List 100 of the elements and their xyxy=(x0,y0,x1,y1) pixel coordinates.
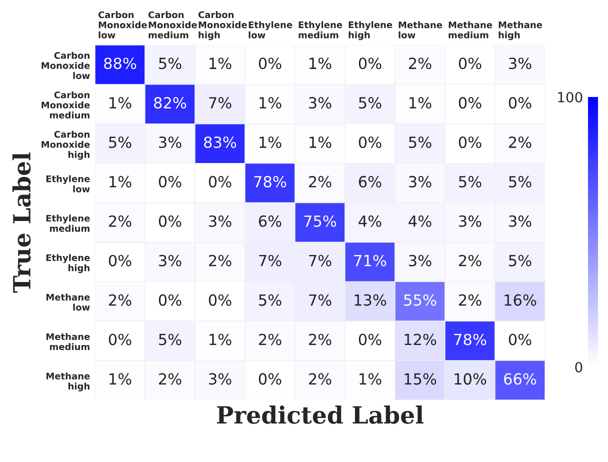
data-label: 1% xyxy=(260,136,282,148)
data-label: 7% xyxy=(309,294,332,306)
data-label: 2% xyxy=(209,254,232,266)
data-label: 12% xyxy=(404,334,436,346)
data-label: 5% xyxy=(509,254,532,266)
data-label: 71% xyxy=(354,254,386,266)
data-label: 0% xyxy=(458,58,482,70)
data-label: 1% xyxy=(110,373,132,385)
data-label: 2% xyxy=(459,254,482,266)
data-label: 2% xyxy=(309,373,332,385)
x-tick-label: Methane high xyxy=(498,21,542,40)
data-label: 3% xyxy=(459,215,482,227)
color-bar-label: 100 xyxy=(558,92,582,102)
data-label: 15% xyxy=(404,373,436,385)
data-label: 0% xyxy=(208,176,232,188)
color-bar-label: 0 xyxy=(575,362,582,372)
data-label: 2% xyxy=(509,136,532,148)
data-label: 0% xyxy=(158,294,182,306)
x-tick-label: Carbon Monoxide low xyxy=(98,11,147,38)
x-tick-label: Carbon Monoxide high xyxy=(198,11,247,40)
data-label: 0% xyxy=(258,58,282,70)
data-label: 55% xyxy=(404,294,436,306)
data-label: 66% xyxy=(504,373,536,385)
data-label: 6% xyxy=(258,215,282,227)
data-label: 3% xyxy=(159,136,182,148)
data-label: 83% xyxy=(204,136,236,148)
data-label: 16% xyxy=(504,294,536,306)
data-label: 7% xyxy=(259,254,282,266)
y-tick-label: Ethylene high xyxy=(46,254,90,274)
x-tick-label: Methane low xyxy=(398,21,442,38)
data-label: 1% xyxy=(310,136,332,148)
data-label: 5% xyxy=(259,294,282,306)
data-label: 0% xyxy=(458,136,482,148)
data-label: 1% xyxy=(110,176,132,188)
data-label: 0% xyxy=(358,58,382,70)
data-label: 0% xyxy=(508,334,532,346)
data-label: 4% xyxy=(408,215,432,227)
data-label: 1% xyxy=(210,58,232,70)
x-tick-label: Ethylene high xyxy=(348,21,392,40)
data-label: 1% xyxy=(360,373,382,385)
data-label: 0% xyxy=(158,176,182,188)
data-label: 7% xyxy=(209,97,232,109)
data-label: 10% xyxy=(454,373,486,385)
data-label: 3% xyxy=(409,254,432,266)
data-label: 3% xyxy=(509,215,532,227)
data-label: 6% xyxy=(358,176,382,188)
data-label: 2% xyxy=(259,334,282,346)
data-label: 75% xyxy=(304,215,336,227)
data-label: 5% xyxy=(109,136,132,148)
data-label: 5% xyxy=(509,176,532,188)
data-label: 4% xyxy=(358,215,382,227)
data-label: 1% xyxy=(260,97,282,109)
data-label: 3% xyxy=(409,176,432,188)
x-tick-label: Methane medium xyxy=(448,21,492,38)
data-label: 5% xyxy=(409,136,432,148)
x-tick-label: Carbon Monoxide medium xyxy=(148,11,197,38)
data-label: 0% xyxy=(158,215,182,227)
data-label: 82% xyxy=(154,97,186,109)
data-label: 0% xyxy=(108,254,132,266)
data-label: 1% xyxy=(410,97,432,109)
data-label: 0% xyxy=(358,334,382,346)
y-tick-label: Methane low xyxy=(46,294,90,311)
y-tick-label: Carbon Monoxide high xyxy=(42,130,90,160)
data-label: 2% xyxy=(159,373,182,385)
data-label: 2% xyxy=(109,294,132,306)
data-label: 1% xyxy=(310,58,332,70)
x-tick-label: Ethylene low xyxy=(248,21,292,38)
data-label: 5% xyxy=(359,97,382,109)
data-label: 3% xyxy=(309,97,332,109)
data-label: 3% xyxy=(159,254,182,266)
data-label: 0% xyxy=(208,294,232,306)
data-label: 3% xyxy=(509,58,532,70)
data-label: 5% xyxy=(159,334,182,346)
data-label: 78% xyxy=(454,334,486,346)
data-label: 3% xyxy=(209,215,232,227)
y-tick-label: Ethylene low xyxy=(46,175,90,192)
data-label: 2% xyxy=(109,215,132,227)
data-label: 0% xyxy=(508,97,532,109)
data-label: 7% xyxy=(309,254,332,266)
data-label: 1% xyxy=(110,97,132,109)
x-tick-label: Ethylene medium xyxy=(298,21,342,38)
y-tick-label: Carbon Monoxide medium xyxy=(42,91,90,119)
data-label: 13% xyxy=(354,294,386,306)
data-label: 2% xyxy=(309,176,332,188)
data-label: 2% xyxy=(459,294,482,306)
data-label: 0% xyxy=(258,373,282,385)
data-label: 0% xyxy=(458,97,482,109)
y-axis-title: True Label xyxy=(12,152,31,293)
y-tick-label: Methane high xyxy=(46,372,90,392)
data-label: 78% xyxy=(254,176,286,188)
data-label: 0% xyxy=(108,334,132,346)
y-tick-label: Carbon Monoxide low xyxy=(42,52,90,80)
y-tick-label: Ethylene medium xyxy=(46,214,90,232)
data-label: 5% xyxy=(159,58,182,70)
x-axis-title: Predicted Label xyxy=(217,406,424,424)
data-label: 88% xyxy=(104,58,136,70)
data-label: 2% xyxy=(309,334,332,346)
y-tick-label: Methane medium xyxy=(46,333,90,350)
data-label: 0% xyxy=(358,136,382,148)
data-label: 3% xyxy=(209,373,232,385)
